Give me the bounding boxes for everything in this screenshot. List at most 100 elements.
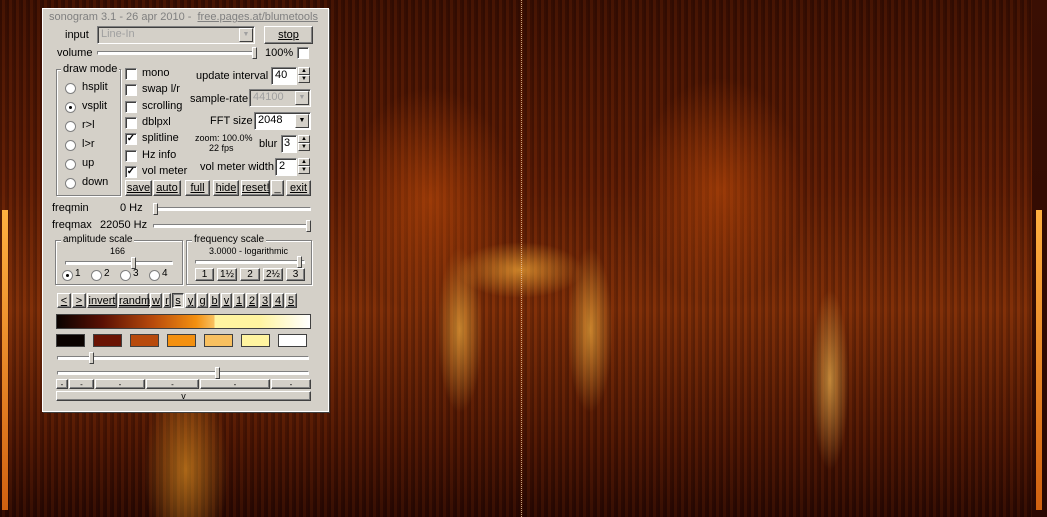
full-button[interactable]: full xyxy=(185,180,210,196)
frequency-scale-slider-thumb[interactable] xyxy=(297,256,302,268)
draw-mode-radio-2[interactable] xyxy=(65,121,76,132)
mono-checkbox[interactable] xyxy=(125,68,137,80)
bottom-slider-1[interactable] xyxy=(57,356,309,360)
spin-down-icon[interactable]: ▼ xyxy=(298,166,310,174)
tick-button[interactable]: - xyxy=(69,379,94,389)
splitline-label: splitline xyxy=(142,132,179,145)
volmeter-checkbox[interactable]: ✓ xyxy=(125,165,137,178)
expand-button[interactable]: v xyxy=(56,391,311,401)
spin-down-icon[interactable]: ▼ xyxy=(298,75,310,83)
auto-button[interactable]: auto xyxy=(153,180,181,196)
amplitude-radio-1[interactable] xyxy=(62,270,73,281)
draw-mode-radio-3[interactable] xyxy=(65,140,76,151)
spin-up-icon[interactable]: ▲ xyxy=(298,158,310,166)
zoom-readout: zoom: 100.0% xyxy=(195,133,253,143)
dblpxl-checkbox[interactable] xyxy=(125,116,137,129)
frequency-scale-slider[interactable] xyxy=(195,260,305,264)
tick-button[interactable]: - xyxy=(95,379,145,389)
freqmin-slider-thumb[interactable] xyxy=(153,203,158,215)
homepage-link[interactable]: free.pages.at/blumetools xyxy=(197,11,318,23)
sample-rate-select[interactable]: 44100 ▼ xyxy=(249,89,311,107)
splitline-checkbox[interactable]: ✓ xyxy=(125,133,137,146)
palette-button[interactable]: y xyxy=(185,293,196,308)
palette-button[interactable]: r xyxy=(163,293,171,308)
chevron-down-icon: ▼ xyxy=(295,91,309,105)
frequency-scale-button[interactable]: 3 xyxy=(286,268,305,281)
palette-button[interactable]: w xyxy=(150,293,162,308)
fft-size-select[interactable]: 2048 ▼ xyxy=(254,112,311,130)
amplitude-radio-3[interactable] xyxy=(120,270,131,281)
palette-swatch[interactable] xyxy=(56,334,85,347)
amplitude-radio-2[interactable] xyxy=(91,270,102,281)
hide-button[interactable]: hide xyxy=(213,180,239,196)
palette-swatch[interactable] xyxy=(278,334,307,347)
frequency-scale-button[interactable]: 1 xyxy=(195,268,214,281)
draw-mode-radio-4[interactable] xyxy=(65,159,76,170)
blur-spinner[interactable]: ▲ ▼ xyxy=(298,135,310,153)
palette-button-label: 3 xyxy=(261,294,269,307)
palette-button[interactable]: randm xyxy=(118,293,150,308)
bottom-slider-1-thumb[interactable] xyxy=(89,352,94,364)
reset-button[interactable]: reset! xyxy=(241,180,270,196)
freqmax-slider[interactable] xyxy=(153,224,311,228)
blur-input[interactable]: 3 xyxy=(281,135,297,153)
hzinfo-checkbox[interactable] xyxy=(125,149,137,162)
palette-swatch[interactable] xyxy=(167,334,196,347)
vol-meter-width-input[interactable]: 2 xyxy=(275,158,297,176)
input-select[interactable]: Line-In ▼ xyxy=(97,26,255,44)
palette-button[interactable]: v xyxy=(221,293,232,308)
save-button[interactable]: save xyxy=(125,180,152,196)
draw-mode-label: r>l xyxy=(82,119,95,131)
palette-button[interactable]: 3 xyxy=(259,293,271,308)
frequency-scale-button[interactable]: 2 xyxy=(240,268,260,281)
palette-swatch[interactable] xyxy=(130,334,159,347)
spin-up-icon[interactable]: ▲ xyxy=(298,67,310,75)
tick-button[interactable]: - xyxy=(56,379,68,389)
frequency-scale-button[interactable]: 2½ xyxy=(263,268,283,281)
hzinfo-label: Hz info xyxy=(142,148,177,161)
vol-meter-width-spinner[interactable]: ▲ ▼ xyxy=(298,158,310,176)
update-interval-spinner[interactable]: ▲ ▼ xyxy=(298,67,310,85)
scrolling-checkbox[interactable] xyxy=(125,100,137,113)
freqmin-slider[interactable] xyxy=(153,207,311,211)
palette-button[interactable]: b xyxy=(209,293,220,308)
bottom-slider-2[interactable] xyxy=(57,371,309,375)
volume-slider[interactable] xyxy=(97,51,257,55)
tick-button[interactable]: - xyxy=(200,379,270,389)
minimize-button[interactable]: _ xyxy=(271,180,284,196)
palette-button[interactable]: s xyxy=(172,293,184,308)
palette-button[interactable]: 4 xyxy=(272,293,284,308)
swap-checkbox[interactable] xyxy=(125,84,137,97)
draw-mode-radio-1[interactable] xyxy=(65,102,76,113)
palette-button[interactable]: g xyxy=(197,293,208,308)
palette-swatch[interactable] xyxy=(241,334,270,347)
palette-swatch[interactable] xyxy=(93,334,122,347)
update-interval-input[interactable]: 40 xyxy=(271,67,297,85)
palette-button[interactable]: 2 xyxy=(246,293,258,308)
spin-down-icon[interactable]: ▼ xyxy=(298,143,310,151)
palette-button[interactable]: < xyxy=(57,293,71,308)
amplitude-radio-4[interactable] xyxy=(149,270,160,281)
amplitude-slider-thumb[interactable] xyxy=(131,257,136,269)
palette-button[interactable]: 5 xyxy=(285,293,297,308)
tick-button[interactable]: - xyxy=(146,379,199,389)
frequency-scale-button[interactable]: 1½ xyxy=(217,268,237,281)
volume-checkbox[interactable] xyxy=(297,47,309,59)
amplitude-slider[interactable] xyxy=(65,261,173,265)
volume-slider-thumb[interactable] xyxy=(252,47,257,59)
palette-button[interactable]: 1 xyxy=(233,293,245,308)
palette-swatch[interactable] xyxy=(204,334,233,347)
draw-mode-radio-5[interactable] xyxy=(65,178,76,189)
tick-button[interactable]: - xyxy=(271,379,311,389)
bottom-slider-2-thumb[interactable] xyxy=(215,367,220,379)
frequency-scale-title: frequency scale xyxy=(192,234,267,245)
exit-button[interactable]: exit xyxy=(286,180,311,196)
stop-button[interactable]: stop xyxy=(264,26,313,44)
palette-button[interactable]: invert xyxy=(87,293,117,308)
palette-button[interactable]: > xyxy=(72,293,86,308)
draw-mode-radio-0[interactable] xyxy=(65,83,76,94)
spin-up-icon[interactable]: ▲ xyxy=(298,135,310,143)
freqmax-slider-thumb[interactable] xyxy=(306,220,311,232)
draw-mode-label: hsplit xyxy=(82,81,108,93)
hide-label: hide xyxy=(215,182,237,194)
